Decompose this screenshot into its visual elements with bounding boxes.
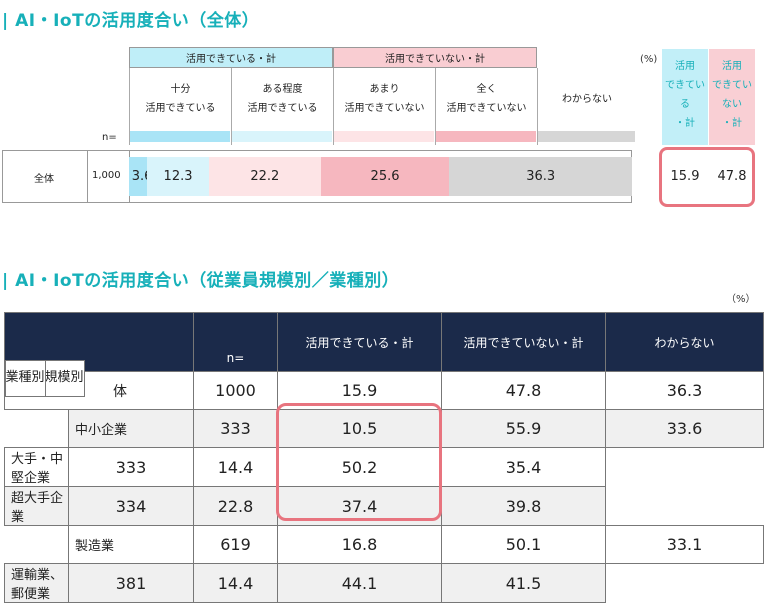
total-header-2: 活用 できてい ない ・計 xyxy=(709,49,755,145)
total-row-value-3: 36.3 xyxy=(605,371,764,410)
row-n: 333 xyxy=(193,409,278,448)
table-title: | AI・IoTの活用度合い（従業員規模別／業種別） xyxy=(2,271,400,291)
row-value-3: 39.8 xyxy=(441,486,606,526)
group-label-2: 業種別 xyxy=(4,359,46,397)
row-n: 333 xyxy=(68,447,194,487)
total-value-2: 47.8 xyxy=(717,169,747,184)
row-label: 大手・中堅企業 xyxy=(4,447,69,487)
bar-segment-2 xyxy=(147,157,209,196)
category-swatch-2 xyxy=(232,131,332,142)
bar-segment-label-5: 36.3 xyxy=(526,169,556,184)
total-header-1: 活用 できている・計 xyxy=(662,49,708,145)
row-value-1: 14.4 xyxy=(193,447,278,487)
category-header-5: わからない xyxy=(537,68,636,145)
category-swatch-1 xyxy=(130,131,230,142)
row-n: 619 xyxy=(193,525,278,564)
n-label: n= xyxy=(102,132,117,143)
row-value-2: 50.2 xyxy=(277,447,442,487)
category-header-2: ある程度 活用できている xyxy=(231,68,333,145)
total-row-n: 1000 xyxy=(193,371,278,410)
bar-segment-3 xyxy=(208,157,321,196)
using-column-highlight-frame xyxy=(276,403,442,521)
row-label: 製造業 xyxy=(68,525,194,564)
row-value-3: 33.1 xyxy=(605,525,764,564)
row-label: 運輸業、郵便業 xyxy=(4,563,69,603)
totals-highlight-frame xyxy=(659,147,755,207)
category-swatch-3 xyxy=(334,131,434,142)
row-n: 1,000 xyxy=(92,170,121,181)
row-value-1: 14.4 xyxy=(193,563,278,603)
row-label: 中小企業 xyxy=(68,409,194,448)
row-n: 334 xyxy=(68,486,194,526)
unit-label: (%) xyxy=(640,54,658,65)
bar-segment-label-4: 25.6 xyxy=(370,169,400,184)
row-value-3: 35.4 xyxy=(441,447,606,487)
category-swatch-5 xyxy=(538,131,635,142)
group-header-not-using: 活用できていない・計 xyxy=(333,47,537,68)
column-header-3: 活用できていない・計 xyxy=(441,312,606,372)
row-value-3: 41.5 xyxy=(441,563,606,603)
row-value-2: 55.9 xyxy=(441,409,606,448)
column-header-4: わからない xyxy=(605,312,764,372)
bar-segment-1 xyxy=(129,157,148,196)
bar-segment-4 xyxy=(320,157,450,196)
row-value-1: 16.8 xyxy=(277,525,442,564)
column-header-2: 活用できている・計 xyxy=(277,312,442,372)
chart-title: | AI・IoTの活用度合い（全体） xyxy=(2,11,260,31)
row-value-1: 22.8 xyxy=(193,486,278,526)
table-unit-label: （%） xyxy=(726,294,756,305)
group-header-using: 活用できている・計 xyxy=(129,47,333,68)
category-header-1: 十分 活用できている xyxy=(129,68,231,145)
breakdown-table: n= 活用できている・計 活用できていない・計 わからない全 体 1000 15.9 47.… xyxy=(4,312,764,603)
row-value-2: 50.1 xyxy=(441,525,606,564)
row-value-2: 44.1 xyxy=(277,563,442,603)
bar-segment-label-2: 12.3 xyxy=(163,169,193,184)
row-label: 全体 xyxy=(34,174,54,185)
row-label: 超大手企業 xyxy=(4,486,69,526)
row-value-1: 10.5 xyxy=(277,409,442,448)
total-row-value-2: 47.8 xyxy=(441,371,606,410)
row-value-3: 33.6 xyxy=(605,409,764,448)
category-swatch-4 xyxy=(436,131,536,142)
bar-segment-5 xyxy=(449,157,632,196)
category-header-3: あまり 活用できていない xyxy=(333,68,435,145)
total-value-1: 15.9 xyxy=(670,169,700,184)
column-header-1: n= xyxy=(193,312,278,372)
category-header-4: 全く 活用できていない xyxy=(435,68,537,145)
bar-segment-label-3: 22.2 xyxy=(250,169,280,184)
row-n: 381 xyxy=(68,563,194,603)
